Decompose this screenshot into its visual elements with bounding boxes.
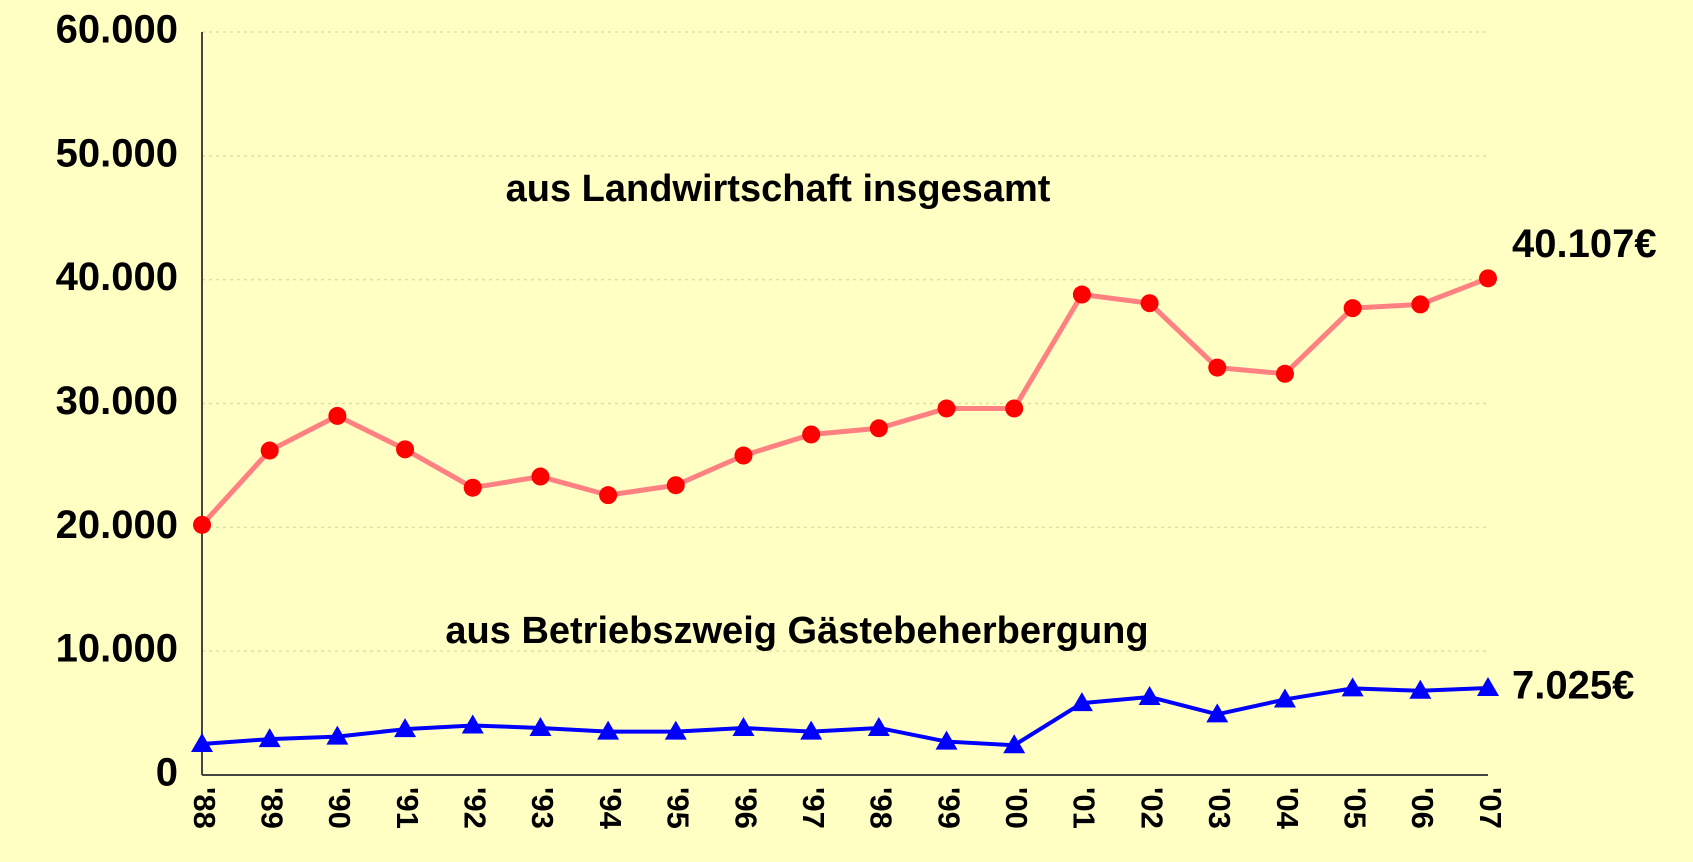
point [461,714,484,734]
point [258,728,281,748]
x-tick-label: '07 [1473,787,1508,829]
y-tick-label: 20.000 [56,503,178,547]
x-tick-label: '98 [864,787,899,829]
point [802,425,821,444]
series-line [201,686,1489,748]
value-label: 40.107€ [1512,222,1657,266]
x-tick-label: '96 [728,787,763,829]
point [1140,294,1159,313]
y-tick-label: 30.000 [56,379,178,423]
point [800,720,823,740]
x-tick-label: '94 [593,787,628,830]
point [664,720,687,740]
x-tick-label: '95 [661,787,696,829]
point [734,446,753,465]
point [1005,399,1024,418]
x-tick-label: '91 [390,787,425,829]
point [732,716,755,736]
x-tick-label: '02 [1134,787,1169,829]
series-label: aus Betriebszweig Gästebeherbergung [445,610,1148,652]
point [328,406,347,425]
x-tick-label: '97 [796,787,831,829]
series-label: aus Landwirtschaft insgesamt [506,168,1051,210]
y-tick-label: 0 [156,751,178,795]
point [1138,685,1161,705]
point [1273,688,1296,708]
point [1206,703,1229,723]
point [191,733,213,753]
point [260,441,279,460]
point [1070,692,1093,712]
x-tick-label: '90 [322,787,357,829]
y-tick-label: 60.000 [56,8,178,52]
point [1409,679,1432,699]
point [463,478,482,497]
point [1343,299,1362,318]
point [599,486,618,505]
x-tick-label: '93 [525,787,560,829]
x-tick-label: '99 [931,787,966,829]
point [666,476,685,495]
x-tick-label: '03 [1202,787,1237,829]
point [1341,677,1364,697]
point [1072,285,1091,304]
x-tick-label: '88 [187,787,222,829]
point [394,718,417,738]
series-line [200,276,1489,527]
x-tick-label: '92 [458,787,493,829]
x-tick-label: '00 [999,787,1034,829]
point [1479,269,1497,288]
point [1275,364,1294,383]
point [193,515,211,534]
point [396,440,415,459]
y-tick-label: 40.000 [56,255,178,299]
value-label: 7.025€ [1512,664,1634,708]
point [867,716,890,736]
point [1477,677,1499,697]
x-tick-label: '89 [254,787,289,829]
x-tick-label: '06 [1405,787,1440,829]
point [1208,358,1227,377]
point [1003,734,1026,754]
point [531,467,550,486]
point [529,716,552,736]
x-tick-label: '01 [1067,787,1102,829]
point [935,730,958,750]
point [937,399,956,418]
point [597,720,620,740]
y-tick-label: 10.000 [56,627,178,671]
x-tick-label: '04 [1270,787,1305,830]
point [869,419,888,438]
point [1411,295,1430,314]
y-tick-label: 50.000 [56,131,178,175]
point [326,725,349,745]
x-tick-label: '05 [1337,787,1372,829]
